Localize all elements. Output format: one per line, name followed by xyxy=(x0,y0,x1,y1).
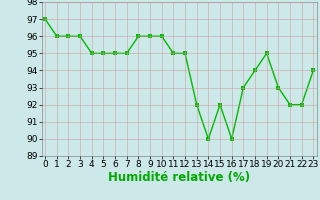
X-axis label: Humidité relative (%): Humidité relative (%) xyxy=(108,171,250,184)
